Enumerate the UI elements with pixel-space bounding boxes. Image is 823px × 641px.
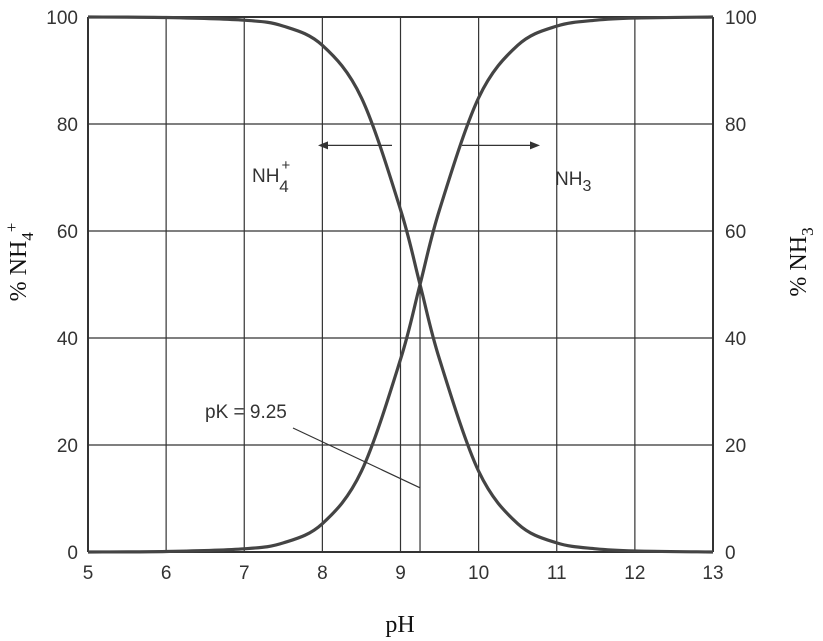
- nh3-label: NH3: [555, 169, 591, 195]
- y-tick-label-left: 40: [57, 329, 78, 350]
- y-tick-label-right: 100: [725, 8, 757, 29]
- x-tick-label: 8: [317, 563, 328, 584]
- nh4-arrowhead-icon: [318, 141, 328, 150]
- y-tick-label-right: 60: [725, 222, 746, 243]
- y-tick-label-left: 80: [57, 115, 78, 136]
- y-tick-label-left: 0: [67, 543, 78, 564]
- x-tick-label: 10: [468, 563, 489, 584]
- pk-label: pK = 9.25: [205, 402, 287, 423]
- y-tick-label-left: 100: [46, 8, 78, 29]
- x-tick-label: 12: [624, 563, 645, 584]
- y-tick-label-right: 0: [725, 543, 736, 564]
- y-tick-label-left: 20: [57, 436, 78, 457]
- x-tick-label: 6: [161, 563, 172, 584]
- y-tick-label-right: 40: [725, 329, 746, 350]
- x-axis-label: pH: [385, 612, 414, 638]
- x-tick-label: 13: [702, 563, 723, 584]
- y-axis-right-label: % NH3: [786, 227, 817, 296]
- y-axis-left-label: % NH4+: [2, 223, 37, 302]
- x-tick-label: 7: [239, 563, 250, 584]
- y-tick-label-left: 60: [57, 222, 78, 243]
- grid: [87, 16, 714, 553]
- y-tick-label-right: 20: [725, 436, 746, 457]
- annotations: NH+ 4 NH3 pK = 9.25: [205, 141, 591, 552]
- x-tick-label: 5: [83, 563, 94, 584]
- x-tick-label: 9: [395, 563, 406, 584]
- x-tick-label: 11: [547, 563, 567, 584]
- nh3-arrowhead-icon: [530, 141, 540, 150]
- nh4-label: NH+ 4: [252, 157, 290, 196]
- y-tick-label-right: 80: [725, 115, 746, 136]
- pk-pointer-line: [292, 427, 421, 489]
